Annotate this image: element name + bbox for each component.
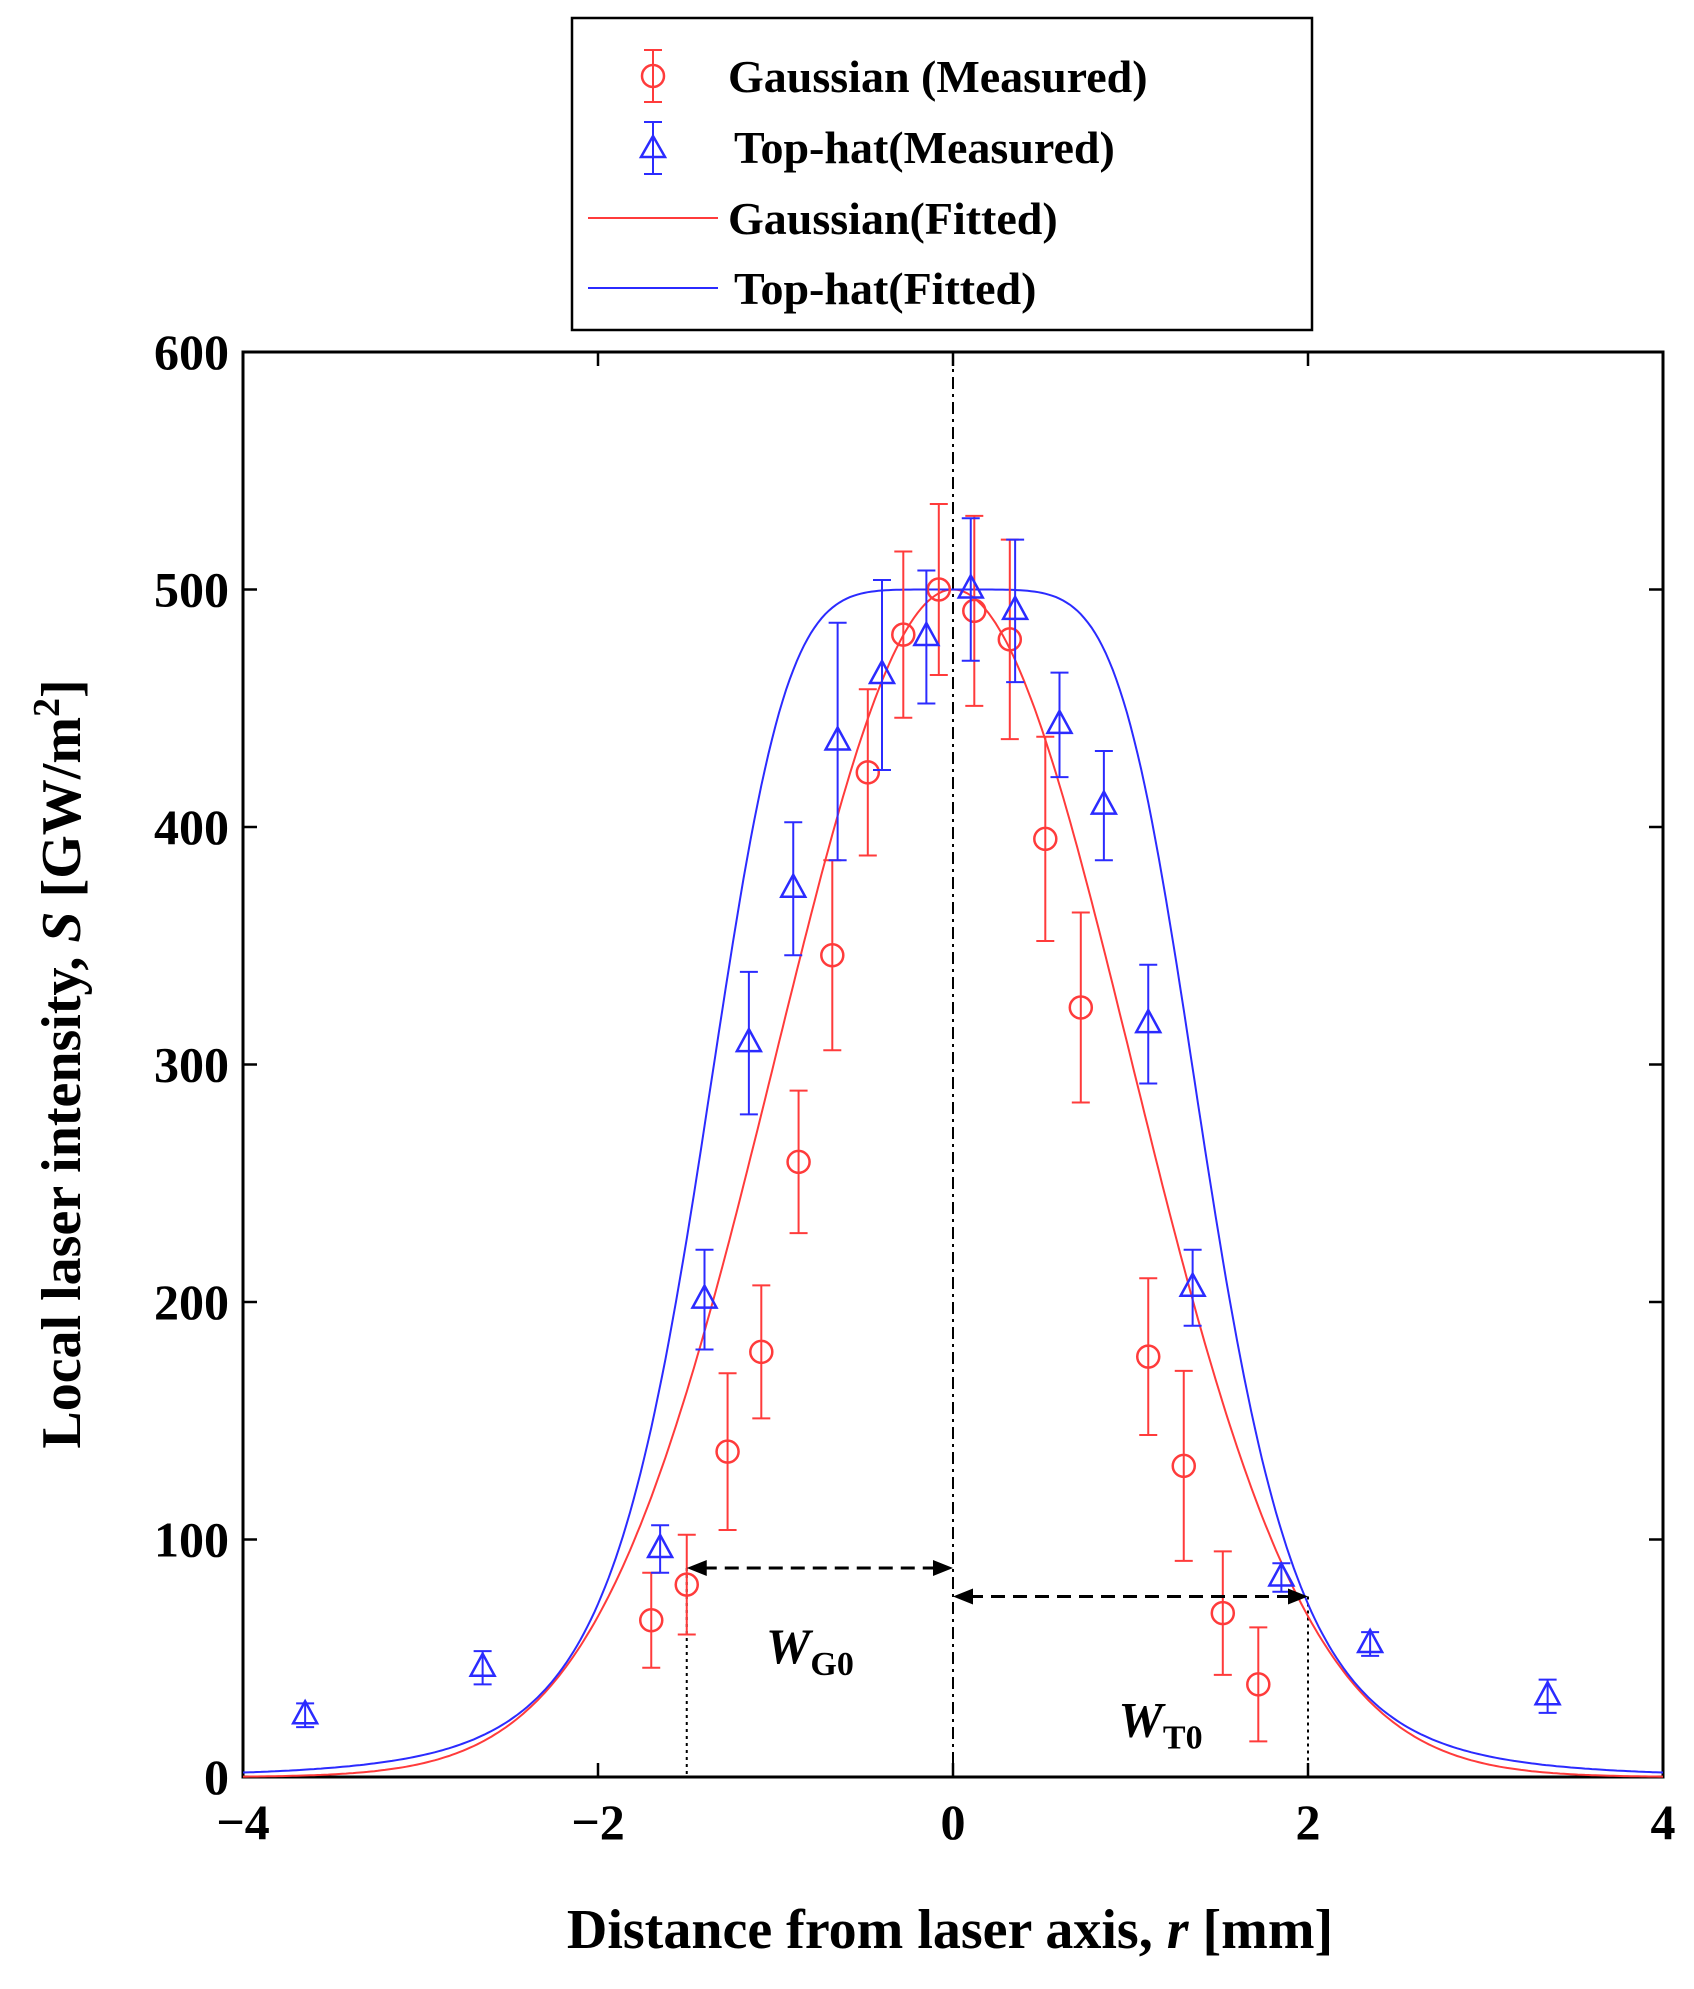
tophat-measured-point bbox=[291, 1698, 320, 1725]
fitted-curves bbox=[242, 588, 1664, 1778]
legend-box bbox=[570, 16, 1314, 332]
tophat-measured-point bbox=[690, 1283, 719, 1309]
gaussian-measured-point bbox=[1246, 1672, 1271, 1697]
y-tick-label: 100 bbox=[154, 1512, 229, 1568]
legend-label: Gaussian(Fitted) bbox=[728, 193, 1058, 244]
gaussian-measured-point bbox=[1210, 1600, 1236, 1626]
tophat-measured-point bbox=[912, 620, 941, 647]
tophat-measured-point bbox=[646, 1532, 675, 1559]
legend-triangle-marker bbox=[638, 133, 668, 159]
x-tick-label: 0 bbox=[941, 1794, 966, 1850]
tophat-measured-point bbox=[468, 1651, 497, 1677]
width-annotations: WG0 WT0 bbox=[686, 1560, 1308, 1757]
tophat-measured-point bbox=[867, 658, 897, 685]
legend-entry-tophat-measured: Top-hat(Measured) bbox=[638, 121, 1115, 175]
gaussian-measured-point bbox=[926, 577, 952, 602]
arrowhead-left bbox=[686, 1560, 707, 1576]
width-label: WG0 bbox=[766, 1618, 854, 1683]
measured-points bbox=[291, 503, 1562, 1743]
x-tick-label: 2 bbox=[1296, 1794, 1321, 1850]
gaussian-measured-point bbox=[997, 627, 1023, 652]
gaussian-measured-point bbox=[715, 1439, 740, 1464]
y-axis-title: Local laser intensity, S [GW/m2] bbox=[26, 679, 93, 1448]
gaussian-measured-point bbox=[891, 622, 916, 647]
tophat-measured-point bbox=[956, 572, 985, 599]
axis-ticks: −4 −2 0 2 4 0 100 200 300 400 500 600 bbox=[154, 324, 1676, 1850]
arrowhead-right bbox=[1288, 1588, 1308, 1605]
y-tick-label: 200 bbox=[154, 1274, 229, 1330]
x-tick-label: −4 bbox=[216, 1794, 270, 1850]
tophat-measured-point bbox=[1001, 594, 1030, 621]
legend-label: Top-hat(Fitted) bbox=[734, 263, 1036, 314]
gaussian-measured-point bbox=[820, 943, 845, 968]
tophat-measured-point bbox=[1356, 1627, 1385, 1654]
legend-label: Gaussian (Measured) bbox=[728, 51, 1148, 102]
legend-circle-marker bbox=[640, 63, 666, 89]
tophat-measured-point bbox=[734, 1026, 763, 1053]
tophat-measured-point bbox=[1134, 1007, 1163, 1034]
legend-label: Top-hat(Measured) bbox=[734, 122, 1115, 173]
x-tick-label: −2 bbox=[571, 1794, 625, 1850]
tophat-measured-point bbox=[1267, 1560, 1296, 1587]
legend-entry-tophat-fitted: Top-hat(Fitted) bbox=[588, 263, 1036, 314]
gaussian-measured-point bbox=[1068, 995, 1094, 1020]
x-tick-label: 4 bbox=[1651, 1794, 1676, 1850]
y-tick-label: 500 bbox=[154, 562, 229, 618]
gaussian-measured-point bbox=[1171, 1453, 1196, 1479]
gaussian-measured-point bbox=[639, 1608, 664, 1633]
tophat-measured-point bbox=[1533, 1679, 1562, 1706]
gaussian-measured-point bbox=[962, 598, 987, 624]
y-tick-label: 400 bbox=[154, 799, 229, 855]
x-axis-title: Distance from laser axis, r [mm] bbox=[567, 1899, 1333, 1961]
gaussian-measured-point bbox=[855, 760, 881, 785]
y-tick-label: 0 bbox=[204, 1749, 229, 1805]
arrowhead-left bbox=[953, 1588, 973, 1605]
gaussian-measured-point bbox=[786, 1149, 811, 1175]
legend-entry-gaussian-measured: Gaussian (Measured) bbox=[640, 49, 1148, 103]
tophat-measured-point bbox=[779, 872, 808, 898]
gaussian-measured-point bbox=[749, 1339, 774, 1365]
annotation-guides bbox=[685, 352, 1309, 1777]
legend: Gaussian (Measured) Top-hat(Measured) Ga… bbox=[570, 16, 1314, 332]
tophat-measured-point bbox=[823, 724, 852, 751]
tophat-measured-point bbox=[1089, 789, 1118, 815]
gaussian-measured-point bbox=[1136, 1344, 1161, 1369]
gaussian-measured-point bbox=[674, 1572, 699, 1597]
width-label: WT0 bbox=[1118, 1692, 1202, 1757]
tophat-measured-point bbox=[1045, 708, 1074, 735]
gaussian-measured-point bbox=[1033, 826, 1058, 852]
tophat-measured-point bbox=[1178, 1271, 1207, 1297]
y-tick-label: 300 bbox=[154, 1037, 229, 1093]
tophat-fitted-line bbox=[242, 588, 1664, 1774]
legend-entry-gaussian-fitted: Gaussian(Fitted) bbox=[588, 193, 1058, 244]
y-tick-label: 600 bbox=[154, 324, 229, 380]
arrowhead-right bbox=[933, 1560, 953, 1576]
